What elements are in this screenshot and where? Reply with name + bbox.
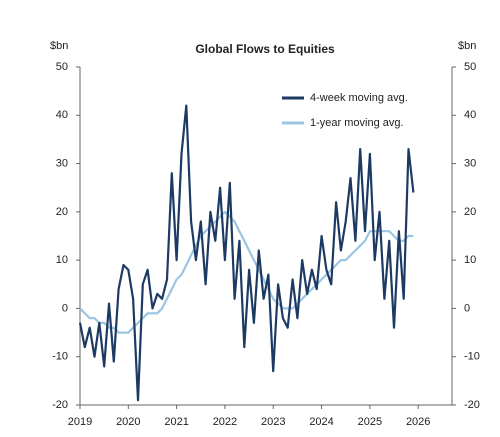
y-tick-label: 20 xyxy=(56,206,68,218)
chart-title: Global Flows to Equities xyxy=(195,42,335,56)
y-tick-label: 30 xyxy=(56,157,68,169)
y2-tick-label: 0 xyxy=(464,302,470,314)
y-tick-label: -20 xyxy=(52,399,68,411)
y2-tick-label: 20 xyxy=(464,206,476,218)
y2-tick-label: -10 xyxy=(464,351,480,363)
y2-tick-label: -20 xyxy=(464,399,480,411)
legend-label: 1-year moving avg. xyxy=(310,117,404,129)
y2-tick-label: 40 xyxy=(464,109,476,121)
x-tick-label: 2024 xyxy=(309,416,333,428)
y-tick-label: 50 xyxy=(56,61,68,73)
y2-axis-label: $bn xyxy=(458,40,476,52)
x-tick-label: 2021 xyxy=(164,416,188,428)
x-tick-label: 2023 xyxy=(261,416,285,428)
x-tick-label: 2025 xyxy=(358,416,382,428)
y-axis-label: $bn xyxy=(50,40,68,52)
x-tick-label: 2022 xyxy=(213,416,237,428)
x-tick-label: 2020 xyxy=(116,416,140,428)
y2-tick-label: 10 xyxy=(464,254,476,266)
y-tick-label: -10 xyxy=(52,351,68,363)
series-line xyxy=(79,210,414,334)
x-tick-label: 2026 xyxy=(406,416,430,428)
y-tick-label: 10 xyxy=(56,254,68,266)
y2-tick-label: 50 xyxy=(464,61,476,73)
y-tick-label: 40 xyxy=(56,109,68,121)
x-tick-label: 2019 xyxy=(68,416,92,428)
y-tick-label: 0 xyxy=(62,302,68,314)
y2-tick-label: 30 xyxy=(464,157,476,169)
legend-label: 4-week moving avg. xyxy=(310,92,408,104)
series-line xyxy=(78,104,415,402)
